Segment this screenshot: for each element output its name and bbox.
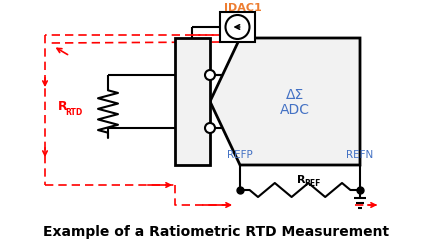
Text: R: R: [58, 101, 68, 114]
Circle shape: [205, 123, 215, 133]
Text: ΔΣ: ΔΣ: [286, 88, 304, 102]
Text: REFN: REFN: [346, 150, 374, 160]
Circle shape: [205, 70, 215, 80]
Bar: [175, 38, 210, 165]
Circle shape: [226, 15, 250, 39]
Text: R: R: [297, 175, 305, 185]
Text: REF: REF: [304, 179, 321, 188]
Text: ADC: ADC: [280, 103, 310, 117]
Bar: [220, 12, 255, 42]
Text: REFP: REFP: [227, 150, 253, 160]
Text: RTD: RTD: [65, 108, 82, 116]
Text: IDAC1: IDAC1: [224, 3, 261, 13]
Text: Example of a Ratiometric RTD Measurement: Example of a Ratiometric RTD Measurement: [43, 225, 389, 239]
Polygon shape: [210, 38, 360, 165]
